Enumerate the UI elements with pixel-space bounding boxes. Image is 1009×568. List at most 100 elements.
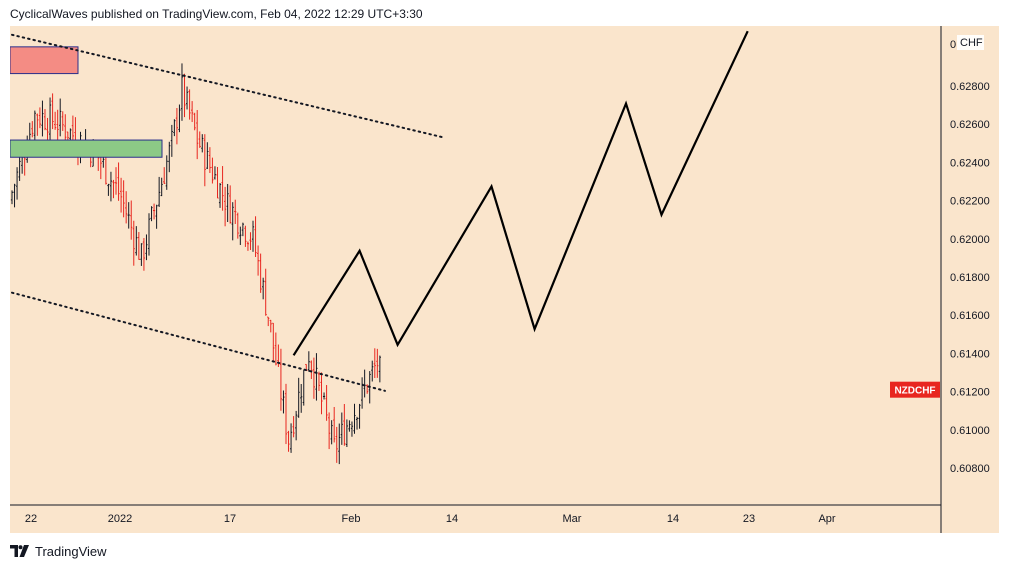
- candle: [46, 117, 49, 144]
- projected-wave-path[interactable]: [292, 30, 749, 356]
- candle: [208, 147, 211, 173]
- upper-trendline[interactable]: [11, 33, 445, 139]
- candle: [315, 353, 318, 401]
- candle: [147, 213, 151, 256]
- candle: [343, 403, 346, 446]
- candle: [193, 112, 196, 131]
- candle: [251, 220, 255, 252]
- time-tick-label: 2022: [108, 513, 132, 525]
- candle: [289, 423, 293, 453]
- candle: [180, 63, 184, 121]
- price-chart[interactable]: 0.60800 0.61000 0.61200 0.61400 0.61600 0.618…: [0, 0, 1009, 540]
- candle: [107, 183, 110, 196]
- candle: [221, 166, 224, 211]
- candle: [152, 203, 156, 220]
- candle: [59, 98, 62, 137]
- candle: [178, 104, 181, 133]
- time-axis: 22 2022 17 Feb 14 Mar 14 23 Apr: [25, 513, 836, 525]
- lower-trendline[interactable]: [11, 291, 386, 392]
- candle: [71, 115, 74, 144]
- candle: [300, 383, 303, 413]
- candle: [203, 134, 206, 187]
- candle: [117, 162, 120, 201]
- publisher-header: CyclicalWaves published on TradingView.c…: [10, 7, 423, 21]
- candle: [112, 179, 115, 199]
- candle: [10, 190, 14, 205]
- time-axis-background[interactable]: [10, 505, 999, 533]
- candle: [274, 332, 277, 366]
- time-tick-label: 14: [667, 513, 679, 525]
- candle: [175, 108, 179, 145]
- candle: [241, 222, 244, 237]
- candle: [145, 234, 148, 261]
- candle: [333, 406, 336, 443]
- footer-brand[interactable]: TradingView: [10, 541, 107, 561]
- candle: [254, 216, 257, 257]
- candle: [48, 97, 52, 143]
- candle: [317, 371, 321, 391]
- candle: [340, 412, 343, 445]
- candle: [292, 416, 295, 438]
- candle: [158, 176, 161, 207]
- candle: [320, 372, 323, 415]
- candle: [135, 226, 138, 256]
- resistance-zone[interactable]: [10, 46, 79, 75]
- candle: [168, 141, 171, 173]
- price-tick-label: 0: [950, 39, 956, 51]
- zones-layer: [10, 46, 163, 158]
- support-zone[interactable]: [10, 139, 163, 158]
- candle: [170, 124, 173, 157]
- candle: [160, 177, 163, 197]
- price-tick-label: 0.61800: [950, 272, 990, 284]
- candle: [185, 86, 189, 110]
- candle: [142, 238, 146, 271]
- candle: [330, 420, 333, 445]
- candle: [206, 142, 209, 170]
- candle: [43, 109, 47, 131]
- candle: [267, 316, 270, 327]
- candle: [282, 390, 285, 414]
- candle: [114, 167, 118, 195]
- candle: [15, 167, 19, 200]
- candle: [338, 423, 341, 465]
- price-tick-label: 0.62200: [950, 196, 990, 208]
- candle: [51, 93, 54, 130]
- candle: [239, 226, 242, 245]
- candle: [229, 185, 232, 224]
- currency-tag: CHF: [957, 35, 984, 50]
- price-tick-label: 0.61000: [950, 425, 990, 437]
- tradingview-logo-icon: [10, 545, 29, 557]
- chart-plot-background: [10, 26, 941, 505]
- time-tick-label: Apr: [818, 513, 835, 525]
- footer-brand-name: TradingView: [35, 543, 107, 559]
- price-tick-label: 0.61200: [950, 387, 990, 399]
- symbol-price-badge[interactable]: NZDCHF: [890, 381, 940, 398]
- candle: [307, 351, 310, 372]
- candle: [231, 202, 234, 241]
- candle: [335, 426, 338, 463]
- candle: [198, 131, 201, 148]
- candle: [163, 167, 166, 184]
- candle: [150, 206, 153, 222]
- candle: [269, 319, 272, 333]
- time-tick-label: 23: [743, 513, 755, 525]
- candle: [137, 232, 140, 260]
- candle: [295, 410, 298, 441]
- candle: [264, 268, 267, 316]
- candle: [284, 383, 288, 445]
- time-tick-label: Feb: [342, 513, 361, 525]
- candle: [191, 101, 194, 123]
- candle: [122, 180, 125, 218]
- candle: [38, 107, 42, 129]
- price-axis-background[interactable]: [941, 26, 999, 505]
- candle: [234, 199, 237, 224]
- candle: [211, 157, 214, 184]
- svg-text:NZDCHF: NZDCHF: [894, 386, 935, 397]
- candle: [224, 186, 227, 227]
- candle: [244, 225, 247, 247]
- price-tick-label: 0.62600: [950, 119, 990, 131]
- candle: [109, 171, 113, 202]
- candle: [36, 113, 39, 136]
- candle: [345, 419, 348, 447]
- price-tick-label: 0.62400: [950, 157, 990, 169]
